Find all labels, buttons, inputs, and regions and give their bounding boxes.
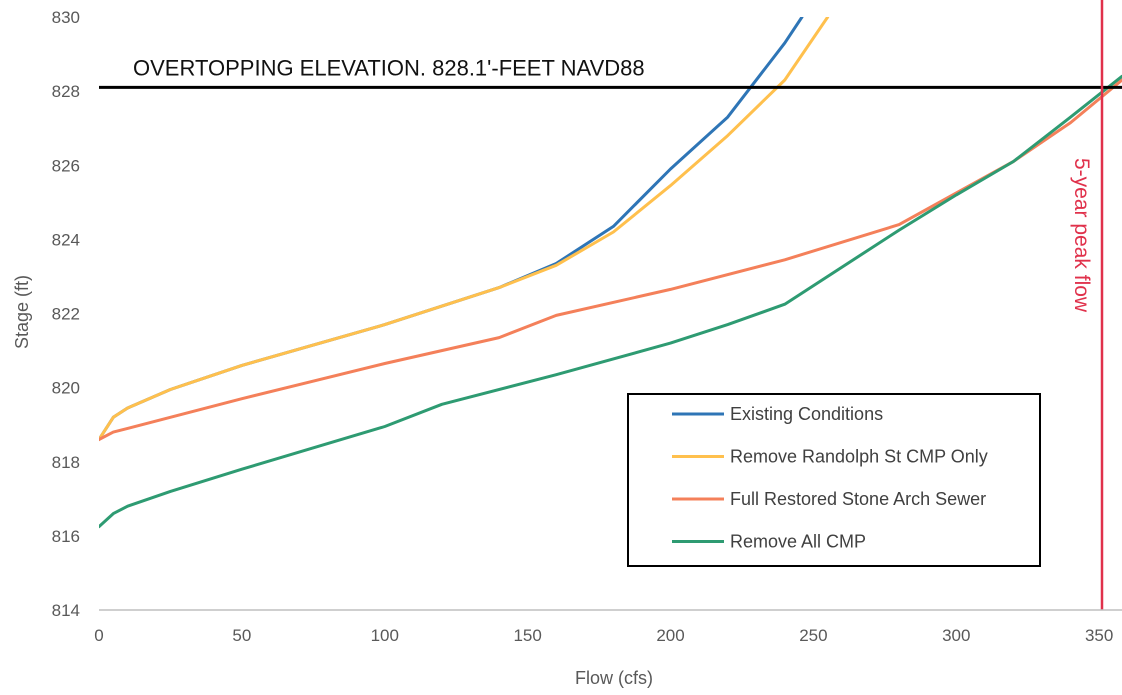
peak-flow-label: 5-year peak flow	[1070, 158, 1093, 313]
legend-label-3: Full Restored Stone Arch Sewer	[730, 489, 986, 509]
y-tick-label-828: 828	[52, 82, 80, 101]
reference-lines: OVERTOPPING ELEVATION. 828.1'-FEET NAVD8…	[99, 0, 1122, 610]
y-tick-label-826: 826	[52, 156, 80, 175]
x-tick-label-200: 200	[656, 626, 684, 645]
y-tick-label-818: 818	[52, 453, 80, 472]
y-tick-label-822: 822	[52, 305, 80, 324]
x-tick-label-300: 300	[942, 626, 970, 645]
series-group	[99, 17, 1122, 529]
x-axis-title: Flow (cfs)	[575, 668, 653, 688]
y-axis-title: Stage (ft)	[12, 275, 32, 349]
axes: 814 816 818 820 822 824 826 828 830 0 50 100 150 200 2…	[12, 8, 1122, 688]
series-line-2	[99, 17, 830, 441]
y-tick-label-830: 830	[52, 8, 80, 27]
series-line-4	[99, 74, 1122, 529]
x-tick-label-250: 250	[799, 626, 827, 645]
y-tick-label-820: 820	[52, 379, 80, 398]
y-tick-label-816: 816	[52, 527, 80, 546]
legend-label-1: Existing Conditions	[730, 404, 883, 424]
legend-label-4: Remove All CMP	[730, 532, 866, 552]
legend-label-2: Remove Randolph St CMP Only	[730, 447, 988, 467]
legend-box	[627, 393, 1041, 567]
x-tick-label-100: 100	[371, 626, 399, 645]
y-tick-label-814: 814	[52, 601, 80, 620]
series-line-3	[99, 78, 1122, 441]
overtopping-elevation-label: OVERTOPPING ELEVATION. 828.1'-FEET NAVD8…	[133, 55, 645, 80]
x-tick-label-350: 350	[1085, 626, 1113, 645]
legend: Existing Conditions Remove Randolph St CM…	[627, 393, 1041, 567]
x-tick-label-150: 150	[513, 626, 541, 645]
x-tick-label-0: 0	[94, 626, 103, 645]
x-tick-label-50: 50	[232, 626, 251, 645]
y-tick-label-824: 824	[52, 230, 80, 249]
